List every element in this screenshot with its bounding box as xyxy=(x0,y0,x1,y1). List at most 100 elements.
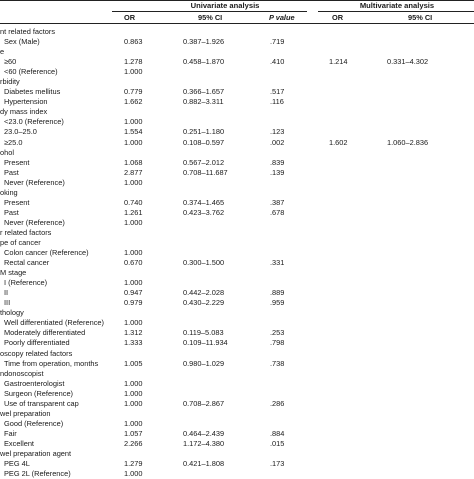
table-row: wel preparation agent xyxy=(0,449,474,459)
cell-ci: 0.251–1.180 xyxy=(183,127,225,137)
table-row: Well differentiated (Reference) 1.000 xyxy=(0,318,474,328)
cell-or: 1.554 xyxy=(124,127,143,137)
cell-ci: 1.172–4.380 xyxy=(183,438,225,448)
cell-or: 1.000 xyxy=(124,137,143,147)
row-label: Excellent xyxy=(4,438,34,448)
cell-or: 1.261 xyxy=(124,207,143,217)
cell-ci: 0.109–11.934 xyxy=(183,338,228,348)
row-label: M stage xyxy=(0,268,27,278)
table-row: Past 2.877 0.708–11.687 .139 xyxy=(0,168,474,178)
table-row: Never (Reference) 1.000 xyxy=(0,218,474,228)
table-row: Past 1.261 0.423–3.762 .678 xyxy=(0,208,474,218)
cell-or: 1.068 xyxy=(124,157,143,167)
cell-p-value: .002 xyxy=(270,137,285,147)
cell-p-value: .173 xyxy=(270,459,285,469)
cell-ci: 0.980–1.029 xyxy=(183,358,225,368)
cell-p-value: .253 xyxy=(270,328,285,338)
table-row: PEG 2L (Reference) 1.000 xyxy=(0,469,474,479)
cell-p-value: .798 xyxy=(270,338,285,348)
cell-p-value: .959 xyxy=(270,298,285,308)
col-header-p: P value xyxy=(269,13,295,22)
table-row: Poorly differentiated 1.333 0.109–11.934 .7… xyxy=(0,338,474,348)
cell-or: 1.000 xyxy=(124,318,143,328)
cell-ci: 0.458–1.870 xyxy=(183,57,225,67)
cell-or: 0.979 xyxy=(124,298,143,308)
table-row: Moderately differentiated 1.312 0.119–5.08… xyxy=(0,328,474,338)
cell-p-value: .839 xyxy=(270,157,285,167)
cell-or: 1.312 xyxy=(124,328,143,338)
row-label: Never (Reference) xyxy=(4,217,65,227)
cell-or: 1.000 xyxy=(124,177,143,187)
row-label: wel preparation agent xyxy=(0,448,72,458)
cell-ci: 0.387–1.926 xyxy=(183,37,225,47)
row-label: rbidity xyxy=(0,77,20,87)
cell-or: 0.779 xyxy=(124,87,143,97)
table-row: III 0.979 0.430–2.229 .959 xyxy=(0,298,474,308)
row-label: r related factors xyxy=(0,227,52,237)
cell-or: 1.333 xyxy=(124,338,143,348)
cell-or: 1.000 xyxy=(124,67,143,77)
cell-or: 0.947 xyxy=(124,288,143,298)
table-row: Rectal cancer 0.670 0.300–1.500 .331 xyxy=(0,258,474,268)
cell-p-value: .738 xyxy=(270,358,285,368)
row-label: Surgeon (Reference) xyxy=(4,388,74,398)
cell-ci: 0.374–1.465 xyxy=(183,197,225,207)
row-label: Colon cancer (Reference) xyxy=(4,248,89,258)
univariate-header: Univariate analysis xyxy=(190,1,260,10)
cell-multi-or: 1.214 xyxy=(329,57,348,67)
row-label: III xyxy=(4,298,11,308)
cell-ci: 0.442–2.028 xyxy=(183,288,225,298)
table-row: r related factors xyxy=(0,228,474,238)
col-header-ci: 95% CI xyxy=(198,13,223,22)
cell-or: 2.877 xyxy=(124,167,143,177)
row-label: e xyxy=(0,47,5,57)
row-label: Well differentiated (Reference) xyxy=(4,318,104,328)
row-label: Rectal cancer xyxy=(4,258,50,268)
row-label: Good (Reference) xyxy=(4,418,64,428)
row-label: oking xyxy=(0,187,18,197)
table-row: Surgeon (Reference) 1.000 xyxy=(0,389,474,399)
table-row: Never (Reference) 1.000 xyxy=(0,178,474,188)
table-row: PEG 4L 1.279 0.421–1.808 .173 xyxy=(0,459,474,469)
table-row: Present 1.068 0.567–2.012 .839 xyxy=(0,158,474,168)
row-label: thology xyxy=(0,308,24,318)
row-label: Hypertension xyxy=(4,97,48,107)
cell-ci: 0.300–1.500 xyxy=(183,258,225,268)
table-row: ndonoscopist xyxy=(0,369,474,379)
table-row: Diabetes mellitus 0.779 0.366–1.657 .517 xyxy=(0,87,474,97)
cell-ci: 0.567–2.012 xyxy=(183,157,225,167)
table-row: Present 0.740 0.374–1.465 .387 xyxy=(0,198,474,208)
cell-or: 1.278 xyxy=(124,57,143,67)
row-label: <23.0 (Reference) xyxy=(4,117,64,127)
top-rule xyxy=(0,0,474,1)
table-row: ohol xyxy=(0,148,474,158)
cell-or: 1.000 xyxy=(124,418,143,428)
cell-ci: 0.423–3.762 xyxy=(183,207,225,217)
header-bottom-rule xyxy=(0,23,474,24)
cell-multi-ci: 0.331–4.302 xyxy=(387,57,429,67)
cell-multi-ci: 1.060–2.836 xyxy=(387,137,429,147)
row-label: Poorly differentiated xyxy=(4,338,70,348)
row-label: II xyxy=(4,288,9,298)
cell-p-value: .286 xyxy=(270,398,285,408)
row-label: Present xyxy=(4,157,30,167)
cell-or: 1.662 xyxy=(124,97,143,107)
cell-or: 1.000 xyxy=(124,398,143,408)
cell-ci: 0.430–2.229 xyxy=(183,298,225,308)
table-row: Gastroenterologist 1.000 xyxy=(0,379,474,389)
row-label: Present xyxy=(4,197,30,207)
multivariate-header: Multivariate analysis xyxy=(359,1,435,10)
cell-p-value: .517 xyxy=(270,87,285,97)
row-label: ≥60 xyxy=(4,57,17,67)
cell-p-value: .678 xyxy=(270,207,285,217)
table-row: 23.0–25.0 1.554 0.251–1.180 .123 xyxy=(0,127,474,137)
col-header-or: OR xyxy=(124,13,136,22)
row-label: Diabetes mellitus xyxy=(4,87,61,97)
table-row: Use of transparent cap 1.000 0.708–2.867 .2… xyxy=(0,399,474,409)
row-label: ohol xyxy=(0,147,14,157)
row-label: ≥25.0 xyxy=(4,137,23,147)
table-row: Fair 1.057 0.464–2.439 .884 xyxy=(0,429,474,439)
table-row: oscopy related factors xyxy=(0,349,474,359)
cell-or: 1.279 xyxy=(124,459,143,469)
